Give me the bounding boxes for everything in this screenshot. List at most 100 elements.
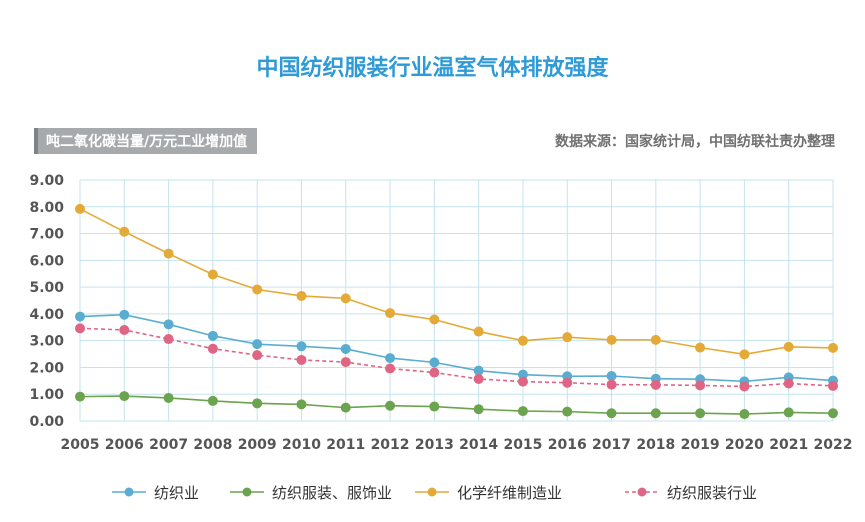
y-axis-ticks: 0.00 1.00 2.00 3.00 4.00 5.00 6.00 7.00 8.00 9.00 — [29, 173, 64, 430]
data-point — [562, 377, 573, 388]
data-point — [473, 404, 484, 415]
legend-label: 纺织服装、服饰业 — [272, 483, 393, 502]
series-lines — [79, 208, 834, 415]
unit-label: 吨二氧化碳当量/万元工业增加值 — [34, 128, 258, 154]
data-point — [75, 311, 85, 322]
y-tick-label: 1.00 — [29, 387, 64, 403]
legend-label: 化学纤维制造业 — [457, 483, 563, 502]
data-point — [340, 402, 351, 413]
legend: 纺织业 纺织服装、服饰业 化学纤维制造业 纺织服装行业 — [0, 478, 865, 506]
data-point — [252, 398, 263, 409]
data-point — [119, 391, 130, 402]
data-point — [163, 248, 174, 259]
legend-item: 纺织业 — [112, 478, 199, 506]
legend-swatch — [112, 487, 146, 497]
data-point — [296, 354, 307, 365]
data-point — [739, 381, 750, 392]
data-point — [650, 334, 661, 345]
data-point — [296, 399, 307, 410]
data-point — [606, 371, 617, 382]
chart-title: 中国纺织服装行业温室气体排放强度 — [256, 56, 609, 81]
x-tick-label: 2011 — [326, 437, 365, 453]
data-point — [473, 365, 484, 376]
y-tick-label: 0.00 — [29, 414, 64, 430]
series-line — [79, 395, 834, 415]
data-point — [207, 395, 218, 406]
x-tick-label: 2005 — [61, 437, 100, 453]
data-point — [606, 408, 617, 419]
data-point — [385, 400, 396, 411]
data-source: 数据来源：国家统计局，中国纺联社责办整理 — [555, 134, 835, 150]
x-axis-ticks: 2005 2006 2007 2008 2009 2010 2011 2012 2013 2014… — [61, 437, 853, 453]
data-point — [517, 406, 528, 417]
data-point — [119, 309, 130, 320]
data-point — [429, 314, 440, 325]
data-point — [562, 406, 573, 417]
y-tick-label: 7.00 — [29, 227, 64, 243]
y-tick-label: 8.00 — [29, 200, 64, 216]
legend-item: 化学纤维制造业 — [415, 478, 562, 506]
data-point — [739, 409, 750, 420]
series-line — [79, 208, 834, 356]
data-point — [252, 350, 263, 361]
data-point — [828, 342, 838, 353]
data-point — [562, 332, 573, 343]
data-point — [252, 284, 263, 295]
data-point — [429, 367, 440, 378]
series-line — [79, 327, 834, 388]
data-point — [296, 290, 307, 301]
data-point — [517, 376, 528, 387]
data-point — [163, 319, 174, 330]
x-tick-label: 2017 — [592, 437, 631, 453]
legend-swatch — [415, 487, 449, 497]
data-point — [385, 363, 396, 374]
y-tick-label: 9.00 — [29, 173, 64, 189]
data-point — [473, 373, 484, 384]
data-point — [340, 357, 351, 368]
data-point — [739, 349, 750, 360]
data-point — [385, 353, 396, 364]
data-point — [828, 408, 838, 419]
data-point — [783, 407, 794, 418]
x-tick-label: 2006 — [105, 437, 144, 453]
data-point — [517, 369, 528, 380]
x-tick-label: 2009 — [238, 437, 277, 453]
series-line — [79, 313, 834, 383]
data-point — [650, 408, 661, 419]
x-tick-label: 2018 — [636, 437, 675, 453]
data-point — [473, 326, 484, 337]
data-point — [75, 391, 85, 402]
x-tick-label: 2013 — [415, 437, 454, 453]
x-tick-label: 2008 — [193, 437, 232, 453]
y-tick-label: 2.00 — [29, 360, 64, 376]
y-tick-label: 5.00 — [29, 280, 64, 296]
data-point — [296, 341, 307, 352]
data-point — [695, 342, 706, 353]
x-tick-label: 2019 — [681, 437, 720, 453]
legend-item: 纺织服装、服饰业 — [230, 478, 392, 506]
x-tick-label: 2015 — [503, 437, 542, 453]
data-point — [340, 343, 351, 354]
data-point — [207, 330, 218, 341]
x-tick-label: 2020 — [725, 437, 764, 453]
data-point — [606, 334, 617, 345]
data-point — [606, 379, 617, 390]
y-tick-label: 4.00 — [29, 307, 64, 323]
data-point — [517, 335, 528, 346]
x-tick-label: 2012 — [371, 437, 410, 453]
x-tick-label: 2007 — [149, 437, 188, 453]
legend-label: 纺织业 — [154, 483, 200, 502]
data-point — [783, 341, 794, 352]
grid — [79, 179, 834, 422]
data-point — [385, 308, 396, 319]
y-tick-label: 3.00 — [29, 334, 64, 350]
data-point — [783, 378, 794, 389]
data-point — [252, 339, 263, 350]
x-tick-label: 2014 — [459, 437, 498, 453]
x-tick-label: 2021 — [769, 437, 808, 453]
data-point — [207, 343, 218, 354]
legend-label: 纺织服装行业 — [667, 483, 758, 502]
data-point — [340, 293, 351, 304]
data-point — [163, 392, 174, 403]
